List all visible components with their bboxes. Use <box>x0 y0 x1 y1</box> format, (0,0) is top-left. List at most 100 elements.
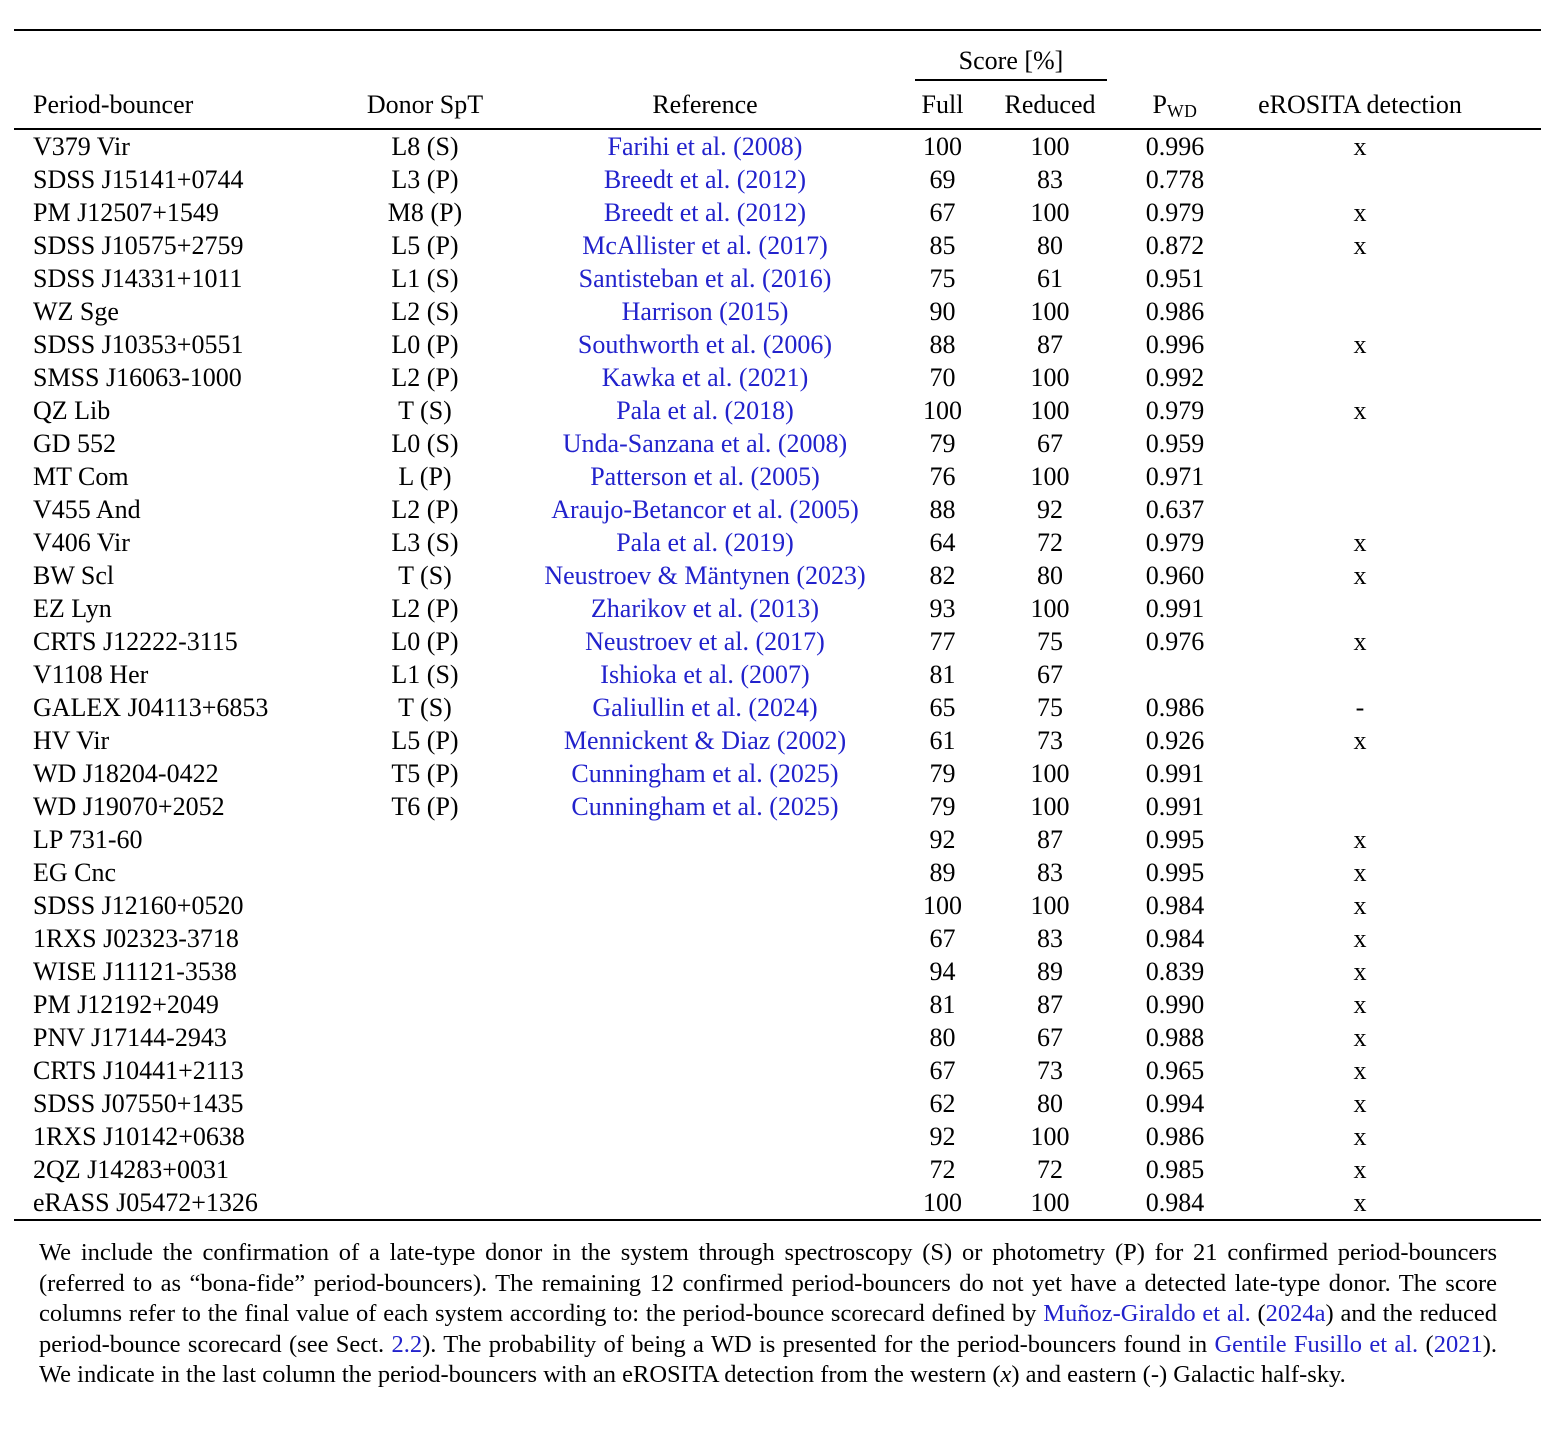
reference-link[interactable]: Santisteban et al. (2016) <box>578 264 832 293</box>
cell-score-full: 82 <box>929 561 956 590</box>
cell-erosita: x <box>1353 825 1367 854</box>
cell-score-reduced: 100 <box>1030 891 1070 920</box>
table-row: HV Vir L5 (P) Mennickent & Diaz (2002) 61 73… <box>14 724 1541 757</box>
cell-erosita <box>1235 361 1541 394</box>
cell-erosita <box>1235 592 1541 625</box>
reference-link[interactable]: Breedt et al. (2012) <box>603 165 807 194</box>
cell-score-reduced: 87 <box>1037 330 1063 359</box>
cell-donor-spt: L3 (P) <box>391 165 459 194</box>
cell-donor-spt: L1 (S) <box>391 264 459 293</box>
cell-reference <box>510 1054 900 1087</box>
cell-score-full: 61 <box>929 726 956 755</box>
reference-link[interactable]: Cunningham et al. (2025) <box>571 759 839 788</box>
cell-score-reduced: 100 <box>1030 1122 1070 1151</box>
reference-link[interactable]: Neustroev et al. (2017) <box>585 627 825 656</box>
cell-score-full: 92 <box>929 1122 956 1151</box>
cell-donor-spt <box>340 1186 510 1220</box>
col-header-score-reduced: Reduced <box>985 81 1115 130</box>
cell-period-bouncer: LP 731-60 <box>33 825 143 854</box>
cell-score-reduced: 100 <box>1030 594 1070 623</box>
cell-score-reduced: 100 <box>1030 297 1070 326</box>
cell-reference: Patterson et al. (2005) <box>510 460 900 493</box>
cell-pwd: 0.971 <box>1145 462 1205 491</box>
cell-score-reduced: 80 <box>1037 231 1063 260</box>
cell-pwd: 0.979 <box>1145 528 1205 557</box>
cell-score-reduced: 73 <box>1037 1056 1063 1085</box>
reference-link[interactable]: Southworth et al. (2006) <box>577 330 833 359</box>
cell-reference: Santisteban et al. (2016) <box>510 262 900 295</box>
reference-link[interactable]: Kawka et al. (2021) <box>601 363 809 392</box>
reference-link[interactable]: Zharikov et al. (2013) <box>590 594 820 623</box>
footnote-citation-link[interactable]: Muñoz-Giraldo et al. <box>1043 1300 1251 1327</box>
cell-erosita: x <box>1353 627 1367 656</box>
cell-erosita: x <box>1353 1089 1367 1118</box>
cell-period-bouncer: HV Vir <box>33 726 110 755</box>
table-row: 2QZ J14283+0031 72 72 0.985 x <box>14 1153 1541 1186</box>
reference-link[interactable]: Cunningham et al. (2025) <box>571 792 839 821</box>
reference-link[interactable]: Farihi et al. (2008) <box>607 132 803 161</box>
reference-link[interactable]: Breedt et al. (2012) <box>603 198 807 227</box>
cell-score-full: 69 <box>929 165 956 194</box>
table-row: 1RXS J02323-3718 67 83 0.984 x <box>14 922 1541 955</box>
cell-period-bouncer: EZ Lyn <box>33 594 112 623</box>
footnote-text: We include the confirmation of a late-ty… <box>39 1239 1497 1327</box>
reference-link[interactable]: Galiullin et al. (2024) <box>592 693 818 722</box>
reference-link[interactable]: Neustroev & Mäntynen (2023) <box>544 561 866 590</box>
reference-link[interactable]: Unda-Sanzana et al. (2008) <box>562 429 848 458</box>
cell-pwd: 0.984 <box>1145 924 1205 953</box>
cell-period-bouncer: SDSS J07550+1435 <box>33 1089 244 1118</box>
cell-period-bouncer: PM J12507+1549 <box>33 198 219 227</box>
cell-erosita: x <box>1353 330 1367 359</box>
reference-link[interactable]: McAllister et al. (2017) <box>582 231 828 260</box>
cell-pwd: 0.995 <box>1145 858 1205 887</box>
cell-period-bouncer: 1RXS J02323-3718 <box>33 924 239 953</box>
reference-link[interactable]: Patterson et al. (2005) <box>590 462 820 491</box>
table-row: QZ Lib T (S) Pala et al. (2018) 100 100 0.979… <box>14 394 1541 427</box>
cell-score-full: 79 <box>929 759 956 788</box>
cell-score-reduced: 75 <box>1037 627 1063 656</box>
reference-link[interactable]: Pala et al. (2019) <box>616 528 794 557</box>
cell-score-full: 93 <box>929 594 956 623</box>
cell-period-bouncer: SDSS J12160+0520 <box>33 891 244 920</box>
footnote-citation-link[interactable]: 2024a <box>1265 1300 1326 1327</box>
group-row-spacer-left <box>14 30 900 81</box>
cell-score-full: 88 <box>929 495 956 524</box>
footnote-citation-link[interactable]: 2.2 <box>391 1330 423 1358</box>
cell-donor-spt: L2 (P) <box>391 495 459 524</box>
cell-reference <box>510 1021 900 1054</box>
cell-donor-spt <box>340 955 510 988</box>
cell-period-bouncer: 2QZ J14283+0031 <box>33 1155 229 1184</box>
table-row: V1108 Her L1 (S) Ishioka et al. (2007) 81 67 <box>14 658 1541 691</box>
footnote-citation-link[interactable]: 2021 <box>1433 1330 1483 1358</box>
cell-pwd: 0.778 <box>1145 165 1205 194</box>
table-row: eRASS J05472+1326 100 100 0.984 x <box>14 1186 1541 1220</box>
cell-score-full: 77 <box>929 627 956 656</box>
table-row: EG Cnc 89 83 0.995 x <box>14 856 1541 889</box>
cell-donor-spt <box>340 889 510 922</box>
cell-reference: Araujo-Betancor et al. (2005) <box>510 493 900 526</box>
cell-reference: Farihi et al. (2008) <box>510 129 900 163</box>
reference-link[interactable]: Mennickent & Diaz (2002) <box>563 726 847 755</box>
reference-link[interactable]: Pala et al. (2018) <box>616 396 794 425</box>
cell-score-reduced: 67 <box>1037 660 1063 689</box>
cell-score-full: 70 <box>929 363 956 392</box>
reference-link[interactable]: Harrison (2015) <box>621 297 789 326</box>
cell-erosita: x <box>1353 1155 1367 1184</box>
reference-link[interactable]: Araujo-Betancor et al. (2005) <box>551 495 859 524</box>
cell-reference: Neustroev et al. (2017) <box>510 625 900 658</box>
cell-erosita: x <box>1353 726 1367 755</box>
cell-donor-spt: T5 (P) <box>391 759 459 788</box>
footnote-citation-link[interactable]: Gentile Fusillo et al. <box>1214 1330 1419 1358</box>
cell-reference: Neustroev & Mäntynen (2023) <box>510 559 900 592</box>
table-body: V379 Vir L8 (S) Farihi et al. (2008) 100 100… <box>14 129 1541 1220</box>
reference-link[interactable]: Ishioka et al. (2007) <box>600 660 810 689</box>
cell-donor-spt: T6 (P) <box>391 792 459 821</box>
cell-period-bouncer: WISE J11121-3538 <box>33 957 237 986</box>
cell-period-bouncer: WD J19070+2052 <box>33 792 225 821</box>
cell-score-full: 79 <box>929 429 956 458</box>
cell-score-reduced: 72 <box>1037 528 1063 557</box>
cell-period-bouncer: WD J18204-0422 <box>33 759 219 788</box>
cell-score-full: 100 <box>923 396 962 425</box>
cell-donor-spt: T (S) <box>398 693 452 722</box>
cell-pwd: 0.986 <box>1145 693 1205 722</box>
